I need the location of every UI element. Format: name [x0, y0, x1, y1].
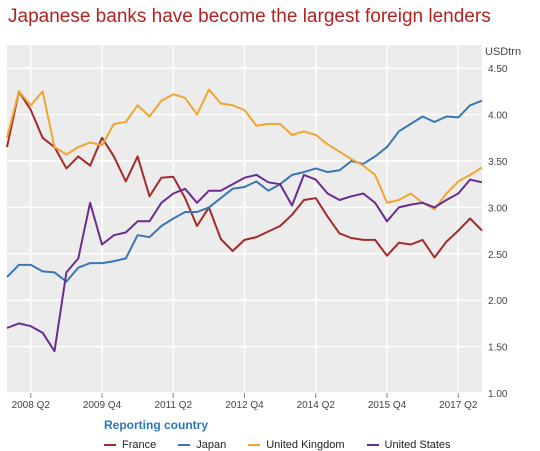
series-line-united-kingdom [6, 88, 483, 211]
y-tick-label: 3.00 [488, 203, 508, 214]
series-line-france [6, 90, 483, 259]
y-tick-label: 3.50 [488, 157, 508, 168]
legend-item-japan[interactable]: Japan [178, 439, 226, 451]
x-tick-label: 2008 Q2 [12, 400, 51, 411]
legend-swatch-united-states [366, 444, 379, 446]
y-tick-label: 2.00 [488, 296, 508, 307]
x-tick-label: 2015 Q4 [368, 400, 407, 411]
legend-label-france: France [122, 439, 157, 451]
legend-label-united-kingdom: United Kingdom [266, 439, 345, 451]
legend-item-united-kingdom[interactable]: United Kingdom [248, 439, 345, 451]
series-line-japan [6, 99, 483, 283]
series-line-united-states [6, 173, 483, 353]
legend-swatch-france [104, 444, 116, 446]
y-tick-label: 2.50 [488, 250, 508, 261]
x-tick-label: 2012 Q4 [225, 400, 264, 411]
legend-label-united-states: United States [384, 439, 451, 451]
x-tick-label: 2014 Q2 [297, 400, 336, 411]
y-tick-label: 4.00 [488, 111, 508, 122]
y-axis-unit-label: USDtrn [485, 46, 522, 58]
legend-item-united-states[interactable]: United States [366, 439, 451, 451]
legend-swatch-japan [178, 444, 191, 446]
legend-title: Reporting country [104, 418, 208, 432]
x-tick-label: 2017 Q2 [439, 400, 478, 411]
chart-title: Japanese banks have become the largest f… [8, 6, 491, 27]
y-tick-label: 1.50 [488, 343, 508, 354]
x-tick-label: 2009 Q4 [83, 400, 122, 411]
x-tick-label: 2011 Q2 [154, 400, 192, 411]
y-tick-label: 1.00 [488, 389, 508, 400]
legend: France Japan United Kingdom United State… [104, 439, 451, 451]
legend-swatch-united-kingdom [248, 444, 261, 446]
legend-label-japan: Japan [196, 439, 227, 451]
y-tick-label: 4.50 [488, 64, 508, 75]
legend-item-france[interactable]: France [104, 439, 156, 451]
